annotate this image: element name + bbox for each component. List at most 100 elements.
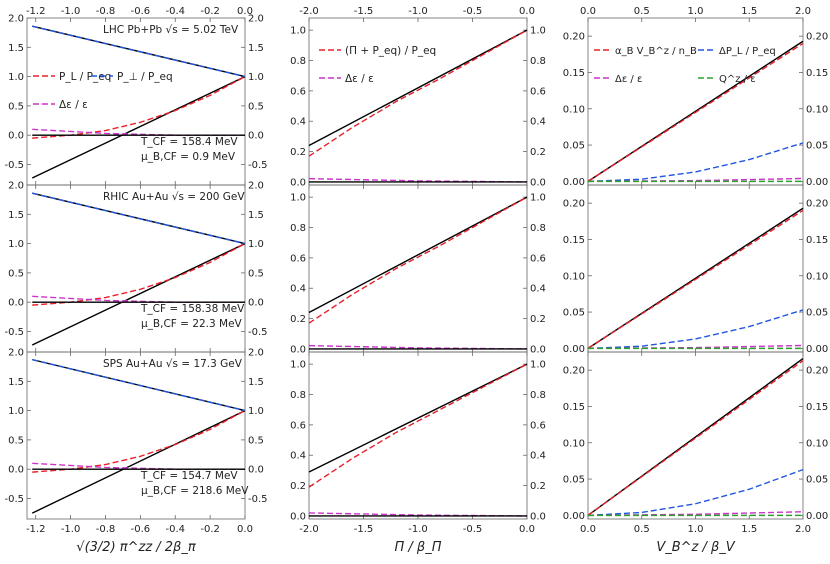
y-tick-label: 1.0 [290, 360, 306, 371]
legend-label: P_⊥ / P_eq [117, 71, 173, 83]
y-tick-label-right: 0.0 [530, 344, 546, 355]
y-tick-label-right: 0.05 [806, 475, 828, 486]
y-tick-label: 0.5 [8, 268, 24, 279]
legend-label: Δε / ε [59, 99, 88, 111]
y-tick-label-right: 0.5 [248, 435, 264, 446]
y-tick-label: 1.5 [8, 210, 24, 221]
y-tick-label: 0.2 [290, 147, 306, 158]
y-tick-label: 0.0 [290, 344, 306, 355]
series-line [308, 196, 528, 314]
x-tick-label-bottom: 1.0 [688, 524, 704, 535]
x-tick-label-bottom: 1.5 [741, 524, 757, 535]
y-tick-label-right: 0.15 [806, 235, 828, 246]
y-tick-label-right: 0.20 [806, 366, 828, 377]
x-tick-label-bottom: -1.0 [408, 524, 428, 535]
y-tick-label-right: 0.2 [530, 314, 546, 325]
y-tick-label-right: 1.5 [248, 210, 264, 221]
series-line [31, 75, 246, 179]
y-tick-label: 0.00 [563, 344, 585, 355]
y-tick-label: 0.10 [563, 271, 585, 282]
x-tick-label-top: -0.2 [200, 6, 220, 17]
x-tick-label-bottom: 0.0 [237, 524, 253, 535]
y-tick-label-right: -0.5 [248, 160, 268, 171]
series-line [308, 363, 528, 473]
y-tick-label: 0.8 [290, 56, 306, 67]
middle-x-axis-label: Π / β_Π [395, 540, 442, 555]
panel-left-2: -0.5 -0.5 0.0 0.0 0.5 0.5 1.0 1.0 1.5 1.5 2.0 2.0 -1… [4, 348, 267, 536]
y-tick-label: -0.5 [4, 494, 24, 505]
y-tick-label-right: 0.00 [806, 177, 828, 188]
y-tick-label-right: 2.0 [248, 348, 264, 359]
series-line [32, 242, 246, 306]
series-line [31, 242, 246, 346]
y-tick-label: 0.15 [563, 68, 585, 79]
series-line [32, 192, 246, 245]
x-tick-label-bottom: -2.0 [299, 524, 319, 535]
y-tick-label-right: 0.4 [530, 284, 546, 295]
y-tick-label: 0.15 [563, 235, 585, 246]
legend-label: ΔP_L / P_eq [719, 46, 776, 57]
axes-frame [308, 351, 528, 520]
y-tick-label: 0.2 [290, 314, 306, 325]
y-tick-label: 0.20 [563, 199, 585, 210]
series-line [587, 40, 804, 182]
y-tick-label-right: 0.5 [248, 101, 264, 112]
y-tick-label: 0.20 [563, 32, 585, 43]
x-tick-label-top: 2.0 [795, 6, 811, 17]
y-tick-label: 0.4 [290, 451, 306, 462]
y-tick-label: 2.0 [8, 14, 24, 25]
y-tick-label: 1.0 [290, 193, 306, 204]
series-line [32, 25, 246, 78]
y-tick-label-right: 0.4 [530, 451, 546, 462]
series-line [587, 42, 804, 182]
y-tick-label: 2.0 [8, 181, 24, 192]
y-tick-label: 0.0 [290, 511, 306, 522]
y-tick-label-right: 2.0 [248, 181, 264, 192]
y-tick-label-right: 0.6 [530, 86, 546, 97]
y-tick-label: 0.05 [563, 141, 585, 152]
collision-label: LHC Pb+Pb √s = 5.02 TeV [103, 24, 239, 36]
y-tick-label-right: 0.0 [248, 298, 264, 309]
y-tick-label-right: 0.15 [806, 68, 828, 79]
series-line [31, 409, 246, 514]
x-tick-label-bottom: 0.0 [580, 524, 596, 535]
series-line [587, 142, 804, 183]
y-tick-label: 0.20 [563, 366, 585, 377]
y-tick-label-right: 2.0 [248, 14, 264, 25]
panel-middle-2: 0.0 0.0 0.2 0.2 0.4 0.4 0.6 0.6 0.8 0.8 1.0 1.0 -2.0… [290, 351, 546, 535]
collision-label: SPS Au+Au √s = 17.3 GeV [103, 358, 243, 370]
y-tick-label: 0.5 [8, 101, 24, 112]
series-line [32, 462, 245, 470]
collision-label: RHIC Au+Au √s = 200 GeV [103, 191, 245, 203]
y-tick-label: -0.5 [4, 327, 24, 338]
y-tick-label: 0.0 [8, 131, 24, 142]
y-tick-label-right: 0.2 [530, 147, 546, 158]
y-tick-label-right: -0.5 [248, 494, 268, 505]
y-tick-label-right: 1.5 [248, 43, 264, 54]
series-line [587, 209, 804, 349]
x-tick-label-bottom: 0.0 [519, 524, 535, 535]
legend-label: Δε / ε [345, 73, 374, 85]
panel-left-0: -0.5 -0.50.0 0.00.5 0.51.0 1.01.5 1.52.0 2.0-1… [4, 6, 268, 186]
x-tick-label-top: 0.0 [580, 6, 596, 17]
y-tick-label: 1.0 [8, 239, 24, 250]
legend-label: P_L / P_eq [59, 71, 111, 83]
y-tick-label-right: 0.15 [806, 402, 828, 413]
x-tick-label-top: -1.2 [26, 6, 46, 17]
y-tick-label: 0.10 [563, 104, 585, 115]
x-tick-label-bottom: 0.5 [634, 524, 650, 535]
y-tick-label-right: 0.0 [248, 465, 264, 476]
temperature-label: T_CF = 158.38 MeV [140, 303, 245, 315]
series-line [308, 196, 528, 324]
y-tick-label: 0.10 [563, 438, 585, 449]
y-tick-label-right: 0.10 [806, 271, 828, 282]
y-tick-label: 1.5 [8, 377, 24, 388]
series-line [32, 128, 245, 136]
series-line [32, 358, 246, 412]
y-tick-label-right: 0.8 [530, 223, 546, 234]
x-tick-label-bottom: -0.5 [463, 524, 483, 535]
y-tick-label-right: 0.20 [806, 199, 828, 210]
y-tick-label-right: 0.0 [248, 131, 264, 142]
x-tick-label-top: -1.5 [354, 6, 374, 17]
